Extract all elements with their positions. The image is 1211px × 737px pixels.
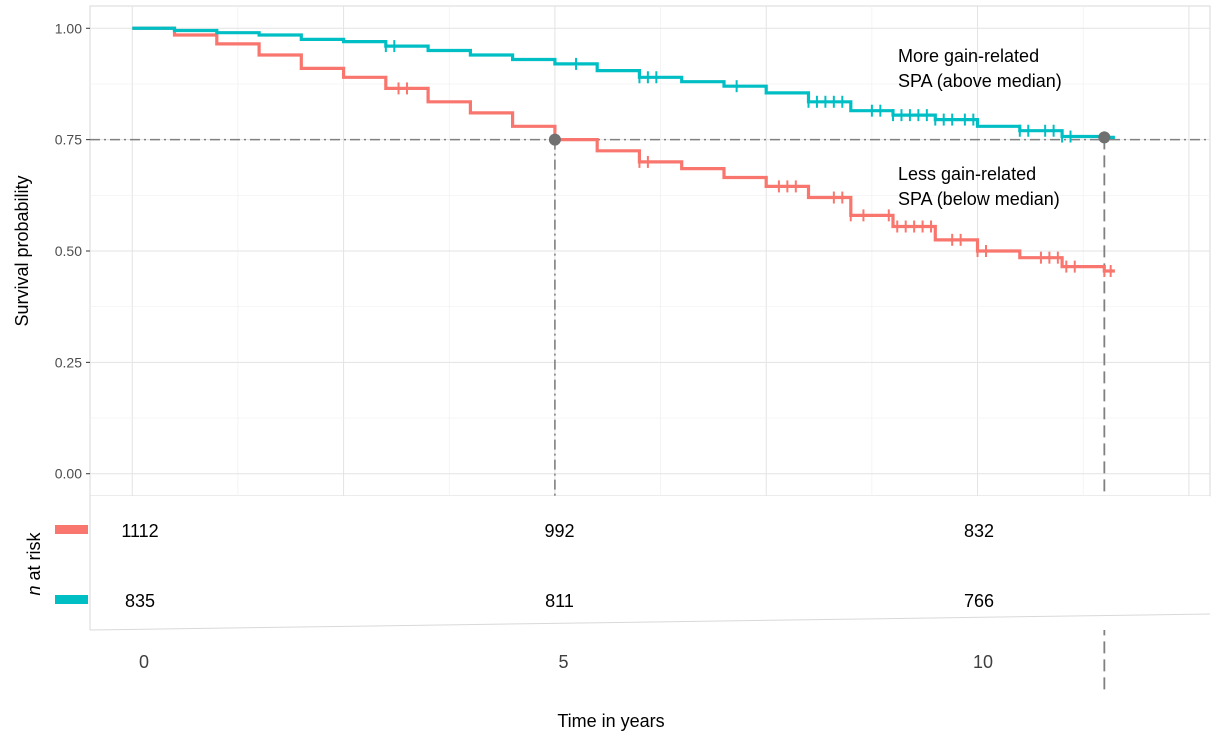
grid (89, 5, 1211, 497)
y-axis-title: Survival probability (12, 175, 32, 326)
annotation-more: More gain-related (898, 46, 1039, 66)
risk-value-less: 992 (544, 521, 574, 541)
x-axis-title: Time in years (557, 711, 664, 731)
annotation-less: Less gain-related (898, 164, 1036, 184)
risk-table-title: n at risk (24, 531, 44, 595)
risk-value-more: 766 (964, 591, 994, 611)
risk-row-swatch-more (55, 595, 88, 604)
curve-annotations: Less gain-related SPA (below median) More … (898, 46, 1062, 209)
y-tick-label: 0.00 (55, 466, 82, 482)
risk-table: 1112992832714387365835811766709459281 (55, 496, 1211, 631)
x-axis-ticks: 0510152023 (139, 652, 993, 672)
y-axis-ticks: 0.00 0.25 0.50 0.75 1.00 (55, 20, 90, 482)
x-tick-label: 0 (139, 652, 149, 672)
y-tick-label: 1.00 (55, 20, 82, 36)
risk-row-swatch-less (55, 525, 88, 534)
survival-curves (132, 26, 1115, 278)
median-point (548, 133, 561, 146)
risk-table-panel (90, 496, 1210, 630)
risk-value-more: 811 (545, 591, 574, 611)
x-tick-label: 10 (973, 652, 993, 672)
risk-title-italic: n (24, 586, 44, 596)
annotation-more: SPA (above median) (898, 71, 1062, 91)
y-tick-label: 0.50 (55, 243, 82, 259)
risk-table-bottom-border (89, 613, 1211, 631)
annotation-less: SPA (below median) (898, 189, 1060, 209)
risk-value-more: 835 (125, 591, 155, 611)
reference-lines (90, 137, 1210, 694)
median-point (1098, 131, 1111, 144)
risk-value-less: 832 (964, 521, 994, 541)
y-tick-label: 0.75 (55, 132, 82, 148)
risk-title-rest: at risk (24, 531, 44, 585)
y-tick-label: 0.25 (55, 354, 82, 370)
risk-value-less: 1112 (121, 521, 158, 541)
x-tick-label: 5 (558, 652, 568, 672)
